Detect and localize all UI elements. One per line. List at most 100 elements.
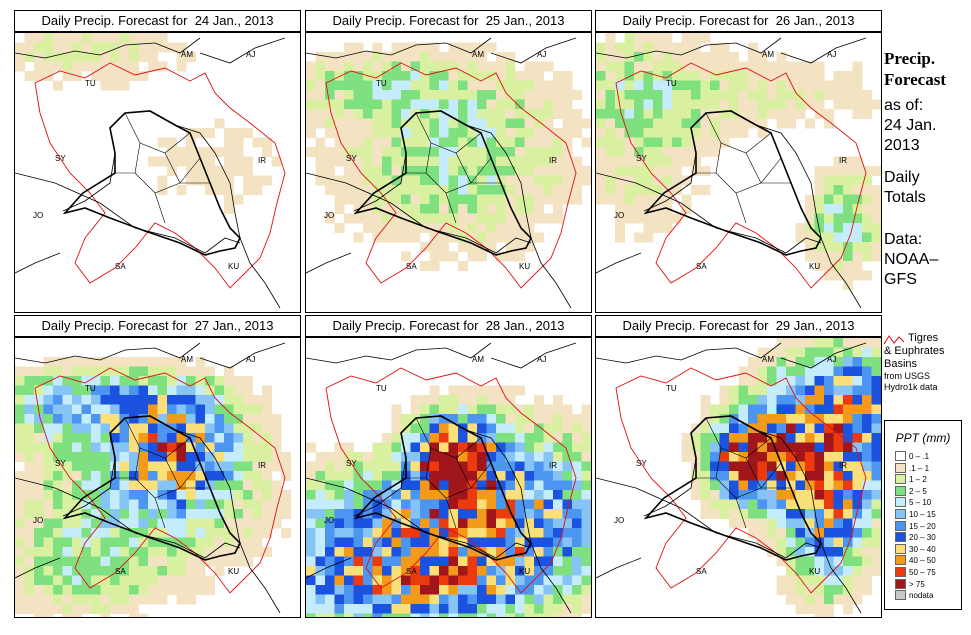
precip-cell [605, 185, 616, 195]
precip-cell [843, 471, 853, 481]
precip-cell [372, 109, 383, 119]
precip-cell [524, 204, 535, 214]
precip-cell [581, 442, 591, 453]
precip-cell [382, 585, 392, 595]
precip-cell [271, 442, 282, 453]
precip-cell [467, 109, 478, 119]
precip-cell [439, 61, 449, 72]
precip-cell [824, 528, 834, 538]
precip-cell [662, 166, 673, 176]
precip-cell [795, 509, 806, 519]
precip-cell [391, 452, 402, 462]
iraq-outline [353, 110, 532, 256]
precip-cell [167, 42, 177, 53]
precip-cell [814, 338, 825, 348]
precip-cell [681, 42, 692, 53]
precip-cell [306, 556, 316, 567]
precip-grid [306, 42, 591, 271]
precip-cell [534, 585, 544, 595]
precip-cell [224, 518, 234, 529]
precip-cell [467, 566, 478, 576]
precip-cell [543, 185, 554, 195]
precip-cell [91, 537, 101, 548]
precip-cell [306, 80, 316, 91]
precip-cell [344, 42, 354, 53]
precip-cell [43, 33, 54, 43]
precip-cell [515, 528, 525, 538]
precip-cell [814, 347, 825, 358]
precip-cell [62, 385, 73, 396]
precip-cell [72, 537, 82, 548]
precip-cell [524, 118, 535, 129]
precip-cell [605, 147, 616, 157]
precip-cell [363, 52, 373, 62]
precip-cell [643, 166, 654, 176]
precip-cell [24, 71, 35, 81]
precip-cell [129, 33, 139, 43]
precip-cell [757, 433, 768, 443]
precip-cell [833, 575, 844, 586]
precip-cell [852, 347, 863, 358]
precip-cell [496, 80, 506, 91]
precip-cell [353, 461, 364, 472]
precip-cell [420, 490, 430, 500]
precip-cell [224, 404, 234, 415]
precip-cell [795, 385, 806, 396]
precip-cell [62, 490, 73, 500]
precip-cell [572, 433, 582, 443]
precip-cell [505, 528, 516, 538]
precip-cell [505, 518, 516, 529]
country-label-am: AM [472, 50, 484, 59]
precip-cell [243, 509, 253, 519]
precip-cell [148, 575, 158, 586]
precip-cell [271, 423, 282, 434]
precip-cell [43, 537, 54, 548]
precip-cell [420, 433, 430, 443]
precip-cell [129, 566, 139, 576]
precip-cell [786, 404, 796, 415]
precip-cell [420, 499, 430, 510]
precip-cell [833, 270, 844, 281]
precip-cell [100, 423, 111, 434]
precip-cell [572, 90, 582, 100]
precip-cell [572, 556, 582, 567]
precip-cell [233, 556, 244, 567]
precip-cell [129, 404, 139, 415]
precip-cell [43, 433, 54, 443]
precip-cell [176, 433, 187, 443]
precip-cell [562, 423, 573, 434]
precip-cell [534, 613, 544, 617]
precip-cell [138, 414, 149, 424]
precip-cell [852, 547, 863, 557]
precip-cell [420, 137, 430, 148]
country-label-aj: AJ [537, 50, 546, 59]
precip-cell [53, 585, 63, 595]
precip-cell [325, 575, 335, 586]
precip-cell [110, 480, 120, 491]
precip-cell [129, 547, 139, 557]
precip-cell [786, 461, 796, 472]
precip-cell [691, 52, 701, 62]
precip-cell [148, 414, 158, 424]
precip-cell [605, 90, 616, 100]
precip-cell [515, 613, 525, 617]
province-lines [406, 417, 501, 529]
precip-cell [138, 52, 149, 62]
basin-boundary [325, 62, 577, 289]
precip-cell [486, 156, 497, 167]
precip-cell [871, 251, 881, 262]
precip-cell [306, 128, 316, 138]
precip-cell [100, 395, 111, 405]
precip-cell [534, 404, 544, 415]
precip-cell [795, 528, 806, 538]
precip-cell [205, 128, 215, 138]
precip-cell [439, 90, 449, 100]
precip-cell [833, 385, 844, 396]
precip-cell [306, 109, 316, 119]
precip-cell [372, 585, 383, 595]
precip-cell [458, 61, 468, 72]
precip-cell [681, 442, 692, 453]
precip-cell [767, 80, 777, 91]
precip-map: AM AJ TU SY IR JO SA KU [595, 32, 882, 313]
precip-cell [553, 99, 563, 110]
